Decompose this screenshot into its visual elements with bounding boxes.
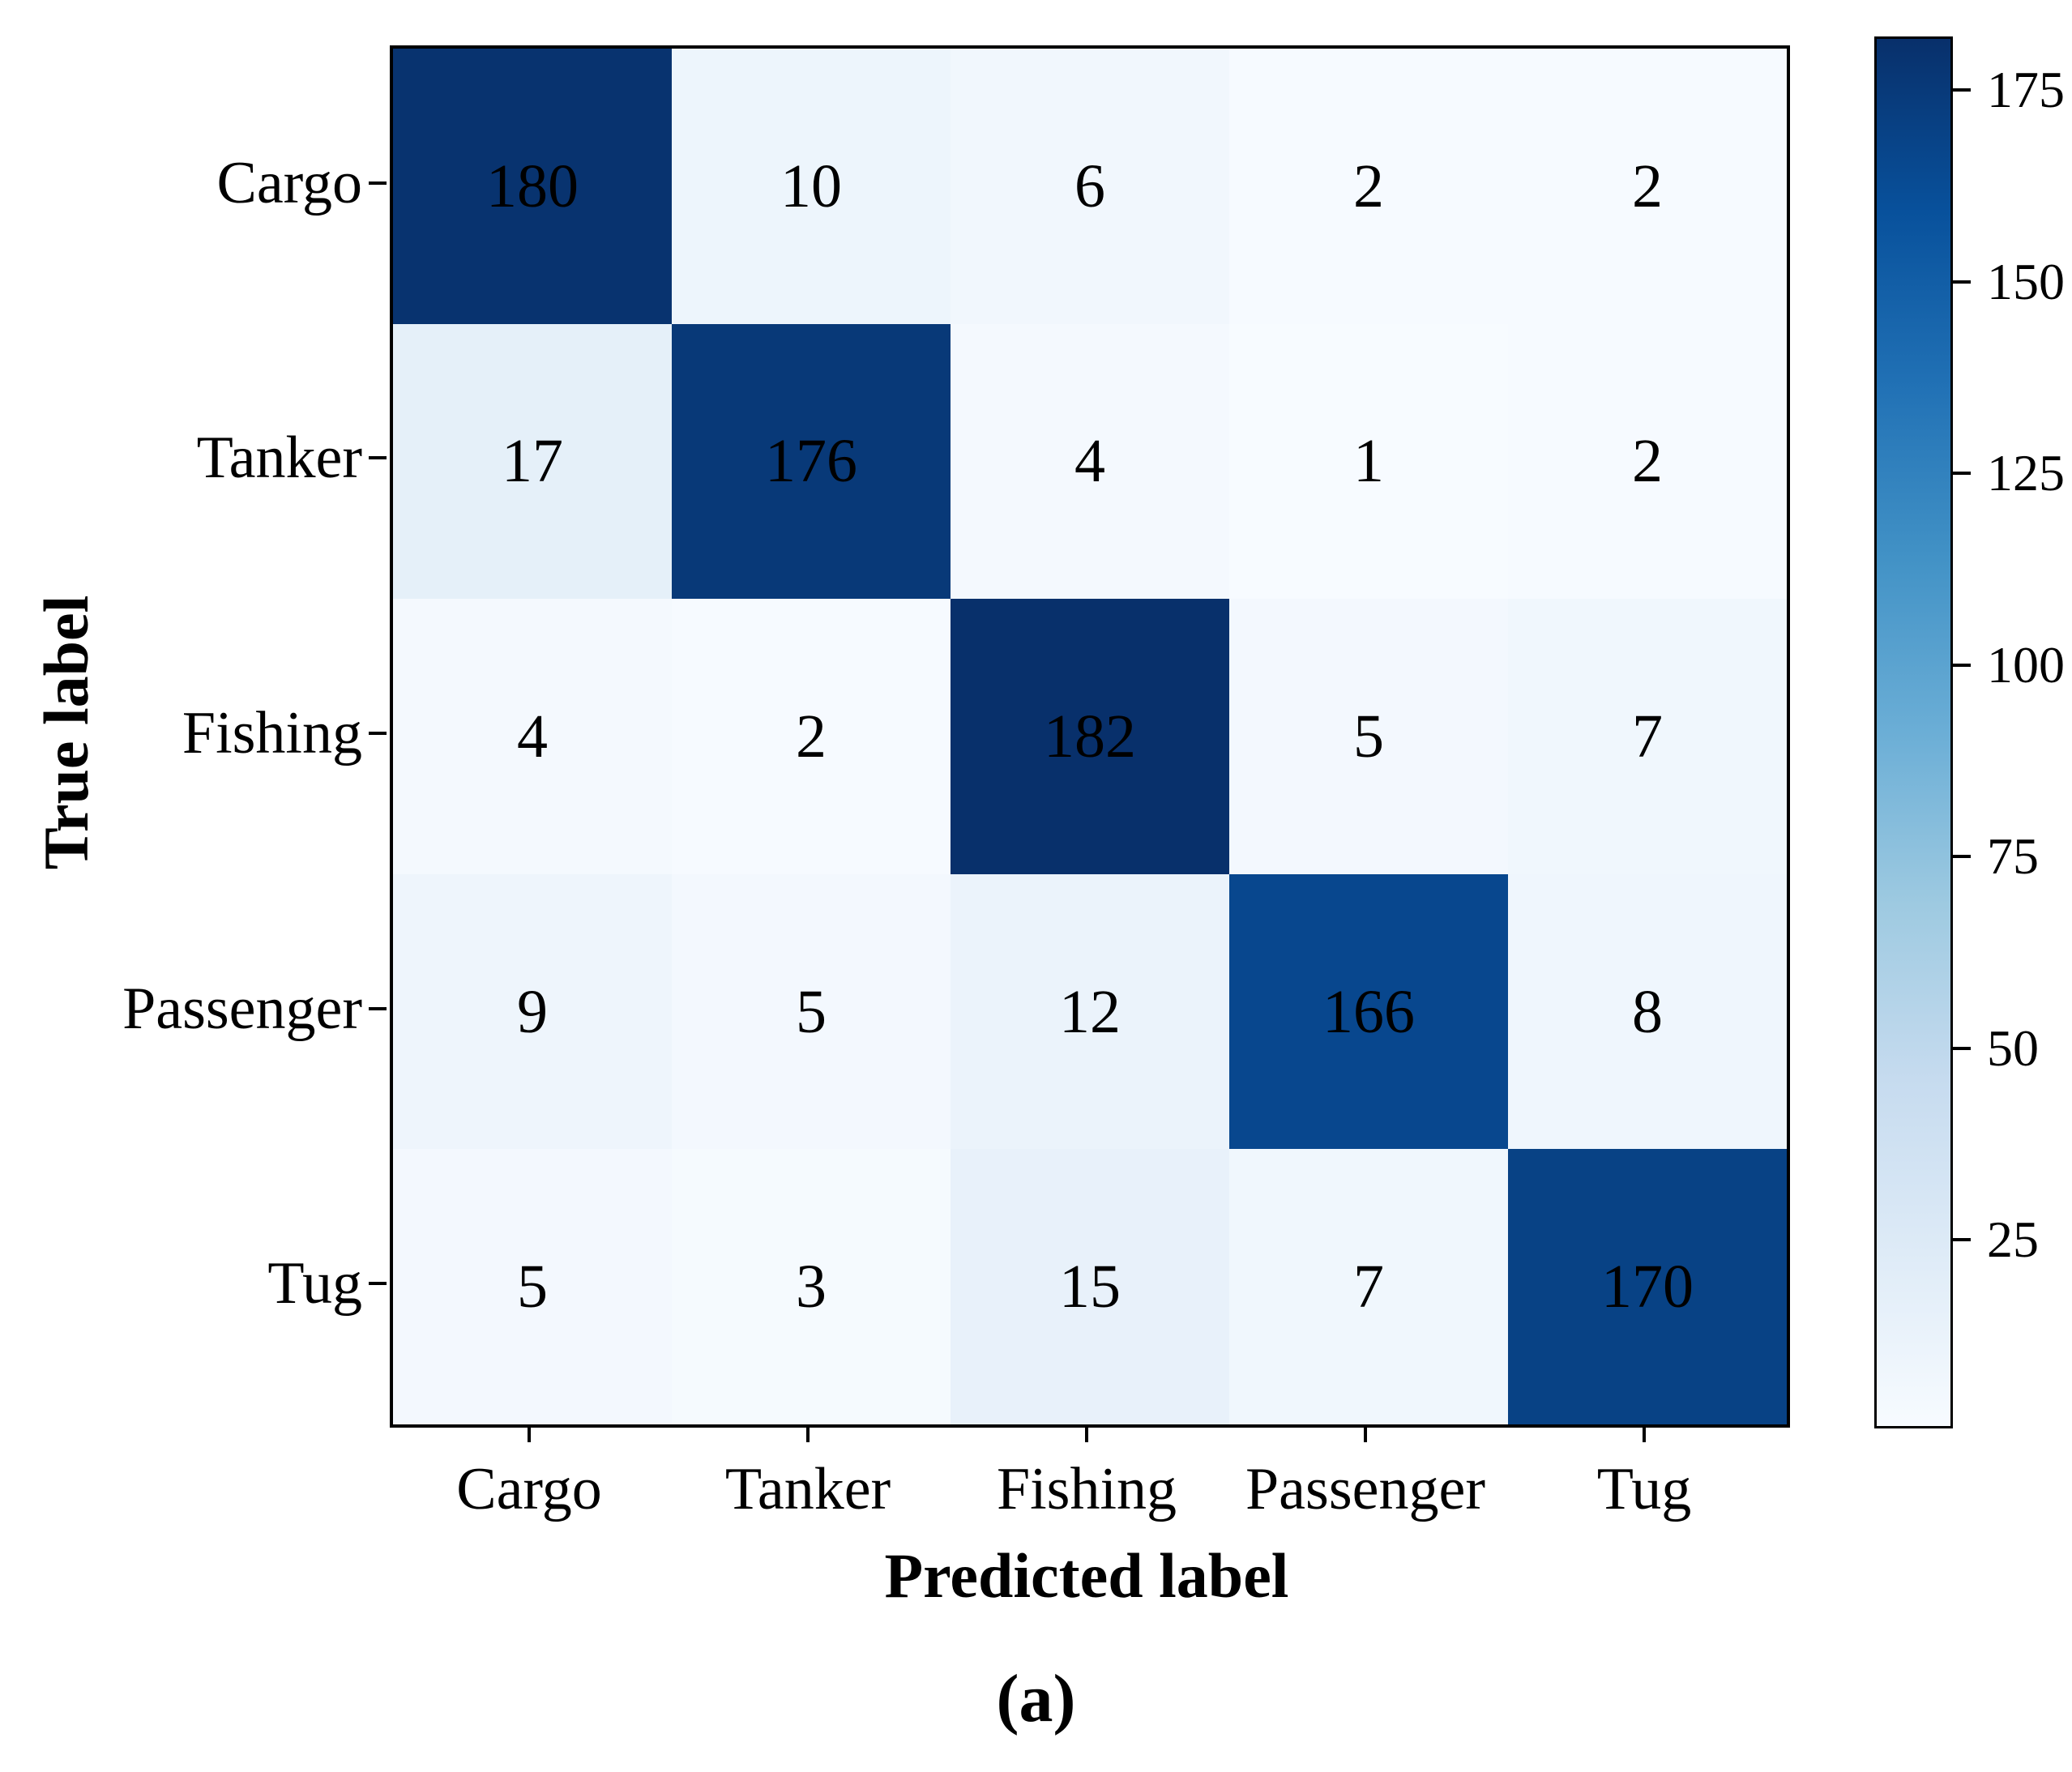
colorbar-tick-mark: [1953, 88, 1971, 92]
colorbar-tick-mark: [1953, 1046, 1971, 1050]
cell-cargo-passenger: 2: [1229, 49, 1508, 324]
cell-tug-fishing: 15: [951, 1149, 1229, 1424]
cell-value: 176: [765, 427, 857, 496]
cell-value: 12: [1059, 977, 1121, 1046]
colorbar-tick-mark: [1953, 855, 1971, 859]
cell-cargo-tug: 2: [1508, 49, 1787, 324]
colorbar-tick-label-25: 25: [1987, 1210, 2039, 1268]
cell-value: 4: [517, 702, 548, 771]
cell-value: 9: [517, 977, 548, 1046]
x-tick-mark: [806, 1424, 810, 1442]
cell-tanker-fishing: 4: [951, 323, 1229, 600]
colorbar-tick-label-50: 50: [1987, 1018, 2039, 1077]
cell-passenger-tanker: 5: [672, 873, 951, 1150]
cell-value: 180: [486, 152, 579, 220]
y-tick-mark: [369, 1006, 387, 1010]
x-tick-mark: [1085, 1424, 1088, 1442]
cell-fishing-tug: 7: [1508, 599, 1787, 874]
x-tick-mark: [1364, 1424, 1367, 1442]
cell-fishing-fishing: 182: [951, 599, 1229, 874]
cell-tanker-tanker: 176: [672, 323, 951, 600]
cell-value: 166: [1322, 977, 1415, 1046]
cell-value: 4: [1074, 427, 1105, 496]
cell-value: 15: [1059, 1253, 1121, 1322]
colorbar-tick-mark: [1953, 663, 1971, 667]
x-axis-title: Predicted label: [884, 1540, 1289, 1611]
cell-value: 8: [1632, 977, 1663, 1046]
y-tick-mark: [369, 1282, 387, 1286]
cell-value: 2: [1632, 152, 1663, 220]
colorbar-tick-label-100: 100: [1987, 635, 2065, 694]
y-tick-label-fishing: Fishing: [182, 700, 362, 766]
x-tick-label-cargo: Cargo: [456, 1456, 602, 1522]
cell-value: 5: [1353, 702, 1384, 771]
cell-passenger-cargo: 9: [393, 873, 672, 1150]
y-tick-label-tug: Tug: [267, 1250, 362, 1317]
cell-tug-passenger: 7: [1229, 1149, 1508, 1424]
cell-value: 1: [1353, 427, 1384, 496]
y-tick-label-tanker: Tanker: [196, 425, 362, 492]
y-tick-label-passenger: Passenger: [122, 975, 362, 1042]
x-tick-label-fishing: Fishing: [996, 1456, 1177, 1522]
cell-value: 2: [796, 702, 827, 771]
cell-fishing-cargo: 4: [393, 599, 672, 874]
cell-passenger-fishing: 12: [951, 873, 1229, 1150]
cell-cargo-cargo: 180: [393, 49, 672, 324]
cell-tug-tug: 170: [1508, 1149, 1787, 1424]
y-tick-mark: [369, 456, 387, 460]
cell-value: 2: [1353, 152, 1384, 220]
colorbar-tick-mark: [1953, 472, 1971, 476]
y-tick-mark: [369, 181, 387, 185]
cell-fishing-tanker: 2: [672, 599, 951, 874]
cell-tug-cargo: 5: [393, 1149, 672, 1424]
colorbar: [1874, 36, 1953, 1428]
cell-cargo-tanker: 10: [672, 49, 951, 324]
cell-cargo-fishing: 6: [951, 49, 1229, 324]
colorbar-tick-label-75: 75: [1987, 827, 2039, 886]
cell-value: 5: [796, 977, 827, 1046]
x-tick-mark: [1643, 1424, 1646, 1442]
cell-tanker-passenger: 1: [1229, 323, 1508, 600]
cell-passenger-tug: 8: [1508, 873, 1787, 1150]
x-tick-label-tug: Tug: [1596, 1456, 1692, 1522]
cell-value: 182: [1044, 702, 1136, 771]
cell-value: 7: [1353, 1253, 1384, 1322]
y-tick-label-cargo: Cargo: [216, 149, 362, 216]
cell-tanker-cargo: 17: [393, 323, 672, 600]
colorbar-tick-mark: [1953, 1237, 1971, 1241]
cell-tug-tanker: 3: [672, 1149, 951, 1424]
cell-tanker-tug: 2: [1508, 323, 1787, 600]
cell-fishing-passenger: 5: [1229, 599, 1508, 874]
cell-value: 170: [1601, 1253, 1694, 1322]
cell-value: 6: [1074, 152, 1105, 220]
colorbar-tick-label-150: 150: [1987, 252, 2065, 310]
cell-value: 2: [1632, 427, 1663, 496]
cell-value: 3: [796, 1253, 827, 1322]
cell-value: 17: [502, 427, 563, 496]
cell-value: 7: [1632, 702, 1663, 771]
colorbar-tick-label-175: 175: [1987, 61, 2065, 119]
x-tick-label-tanker: Tanker: [724, 1456, 891, 1522]
colorbar-tick-mark: [1953, 280, 1971, 284]
heatmap-plot-area: 180 10 6 2 2 17 176 4 1 2 4 2 182 5 7 9 5 12 166 8 5 3 15 7 170: [390, 45, 1790, 1428]
colorbar-tick-label-125: 125: [1987, 444, 2065, 502]
cell-value: 10: [780, 152, 842, 220]
cell-value: 5: [517, 1253, 548, 1322]
subfigure-caption: (a): [996, 1661, 1076, 1736]
y-tick-mark: [369, 732, 387, 735]
cell-passenger-passenger: 166: [1229, 873, 1508, 1150]
x-tick-mark: [528, 1424, 531, 1442]
x-tick-label-passenger: Passenger: [1245, 1456, 1485, 1522]
